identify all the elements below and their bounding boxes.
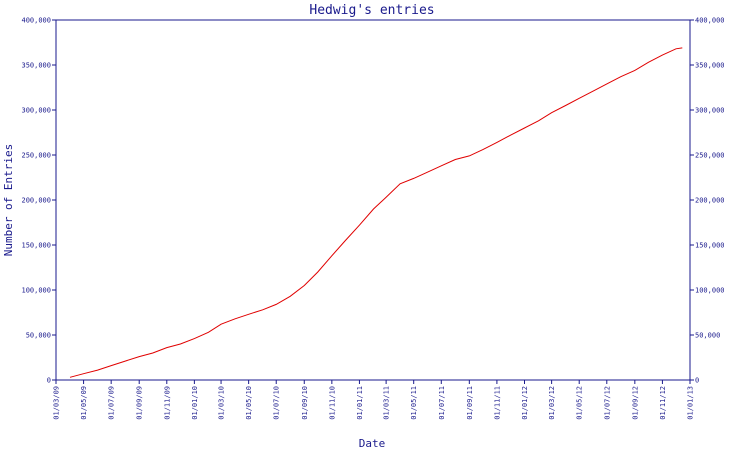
y-tick-label-right: 50,000 (695, 332, 720, 340)
y-axis-label: Number of Entries (2, 144, 15, 257)
y-tick-label-left: 150,000 (21, 242, 51, 250)
x-tick-label: 01/11/11 (493, 386, 501, 420)
y-axis-left: 0 50,000 100,000 150,000 200,000 250,000 300,0… (21, 17, 56, 385)
x-tick-label: 01/01/10 (191, 386, 199, 420)
y-tick-label-right: 400,000 (695, 17, 725, 25)
x-tick-label: 01/07/09 (108, 386, 116, 420)
y-tick-label-left: 0 (47, 377, 51, 385)
x-tick-label: 01/01/13 (687, 386, 695, 420)
y-tick-label-left: 50,000 (26, 332, 51, 340)
x-tick-label: 01/03/09 (53, 386, 61, 420)
x-tick-label: 01/01/11 (356, 386, 364, 420)
x-tick-label: 01/05/11 (410, 386, 418, 420)
y-axis-right: 0 50,000 100,000 150,000 200,000 250,000 300,0… (690, 17, 725, 385)
x-axis: 01/03/09 01/05/09 01/07/09 01/09/09 01/11/09… (53, 380, 695, 420)
y-tick-label-left: 200,000 (21, 197, 51, 205)
x-tick-label: 01/07/11 (438, 386, 446, 420)
plot-frame (55, 19, 691, 381)
x-tick-label: 01/09/11 (466, 386, 474, 420)
y-tick-label-left: 100,000 (21, 287, 51, 295)
x-tick-label: 01/05/09 (80, 386, 88, 420)
x-tick-label: 01/09/09 (136, 386, 144, 420)
x-tick-label: 01/11/12 (659, 386, 667, 420)
chart-title: Hedwig's entries (309, 3, 434, 18)
x-tick-label: 01/11/09 (163, 386, 171, 420)
x-tick-label: 01/03/12 (548, 386, 556, 420)
x-tick-label: 01/09/10 (301, 386, 309, 420)
y-tick-label-left: 350,000 (21, 62, 51, 70)
x-tick-label: 01/07/10 (273, 386, 281, 420)
x-tick-label: 01/09/12 (631, 386, 639, 420)
x-axis-label: Date (359, 437, 386, 450)
y-tick-label-right: 250,000 (695, 152, 725, 160)
x-tick-label: 01/07/12 (603, 386, 611, 420)
x-tick-label: 01/03/11 (383, 386, 391, 420)
y-tick-label-right: 150,000 (695, 242, 725, 250)
y-tick-label-right: 200,000 (695, 197, 725, 205)
x-tick-label: 01/01/12 (521, 386, 529, 420)
y-tick-label-left: 300,000 (21, 107, 51, 115)
x-tick-label: 01/05/12 (576, 386, 584, 420)
y-tick-label-right: 300,000 (695, 107, 725, 115)
y-tick-label-left: 400,000 (21, 17, 51, 25)
x-tick-label: 01/03/10 (218, 386, 226, 420)
y-tick-label-right: 350,000 (695, 62, 725, 70)
y-tick-label-right: 0 (695, 377, 699, 385)
series-line-entries (69, 47, 683, 378)
x-tick-label: 01/11/10 (328, 386, 336, 420)
y-tick-label-right: 100,000 (695, 287, 725, 295)
y-tick-label-left: 250,000 (21, 152, 51, 160)
x-tick-label: 01/05/10 (245, 386, 253, 420)
